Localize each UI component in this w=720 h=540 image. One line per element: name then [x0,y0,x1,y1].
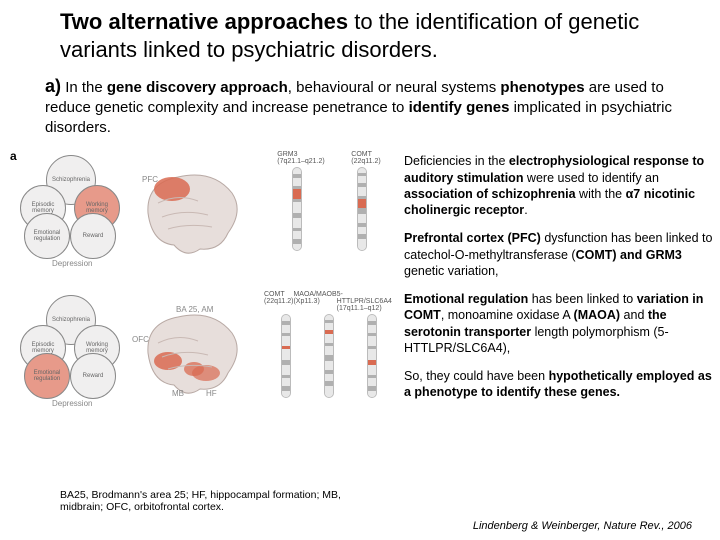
brain2-ba25-label: BA 25, AM [176,305,213,314]
panel-label: a [10,149,17,163]
gene-label: MAOA/MAOB(Xp11.3) [293,291,336,312]
cluster-bottom-label: Depression [52,259,92,268]
phenotype-cluster-1: Schizophrenia Episodic memory Working me… [20,155,120,255]
text-column: Deficiencies in the electrophysiological… [404,147,718,427]
paragraph: Deficiencies in the electrophysiological… [404,153,718,218]
chromosome-group-1: GRM3(7q21.1–q21.2) COMT(22q11.2) [264,151,394,257]
circle-emotional-regulation: Emotional regulation [24,213,70,259]
paragraph: Emotional regulation has been linked to … [404,291,718,356]
chromosome-ideogram [324,314,334,398]
citation: Lindenberg & Weinberger, Nature Rev., 20… [473,520,692,532]
abbreviation-footnote: BA25, Brodmann's area 25; HF, hippocampa… [60,489,370,514]
section-a-label: a) [45,76,61,96]
paragraph: So, they could have been hypothetically … [404,368,718,401]
brain2-mb-label: MB [172,389,184,398]
chromosome-ideogram [281,314,291,398]
slide-title: Two alternative approaches to the identi… [0,0,720,67]
brain-diagram-2: BA 25, AM OFC MB HF [128,303,248,404]
circle-reward: Reward [70,353,116,399]
chrom-labels-1: GRM3(7q21.1–q21.2) COMT(22q11.2) [264,151,394,165]
figure-column: a Schizophrenia Episodic memory Working … [6,147,396,427]
chromosome-ideogram [357,167,367,251]
chromosome-group-2: COMT(22q11.2) MAOA/MAOB(Xp11.3) 5-HTTLPR… [264,291,394,404]
paragraph: Prefrontal cortex (PFC) dysfunction has … [404,230,718,279]
brain2-ofc-label: OFC [132,335,149,344]
content-row: a Schizophrenia Episodic memory Working … [0,141,720,427]
cluster-bottom-label: Depression [52,399,92,408]
section-a: a) In the gene discovery approach, behav… [0,67,720,141]
chromosome-ideogram [367,314,377,398]
brain-diagram-1: PFC [128,163,248,264]
gene-label: COMT(22q11.2) [351,151,380,165]
figure-area: a Schizophrenia Episodic memory Working … [6,147,396,427]
phenotype-cluster-2: Schizophrenia Episodic memory Working me… [20,295,120,395]
chrom-row [264,314,394,404]
gene-label: 5-HTTLPR/SLC6A4(17q11.1–q12) [337,291,394,312]
gene-label: COMT(22q11.2) [264,291,293,312]
brain2-hf-label: HF [206,389,217,398]
section-a-body: In the gene discovery approach, behaviou… [45,79,672,136]
circle-reward: Reward [70,213,116,259]
gene-label: GRM3(7q21.1–q21.2) [277,151,324,165]
brain1-pfc-label: PFC [142,175,158,184]
circle-emotional-regulation: Emotional regulation [24,353,70,399]
chrom-row [264,167,394,257]
chrom-labels-2: COMT(22q11.2) MAOA/MAOB(Xp11.3) 5-HTTLPR… [264,291,394,312]
brain-svg-2 [128,303,248,399]
chromosome-ideogram [292,167,302,251]
